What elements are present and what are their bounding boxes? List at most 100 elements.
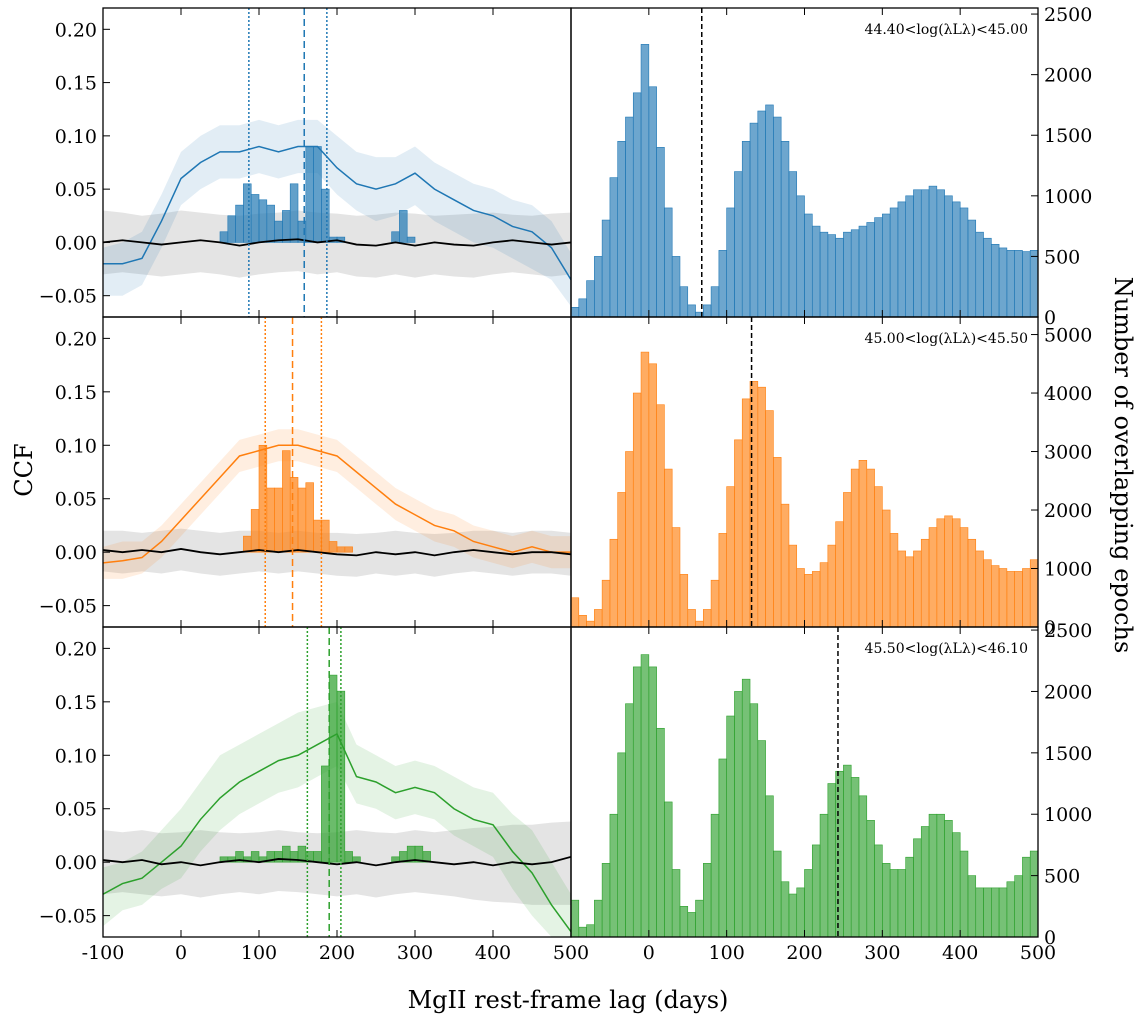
y-tick-label: 0.15 <box>55 692 97 714</box>
histogram-bar <box>250 509 260 553</box>
histogram-bar <box>905 556 914 627</box>
histogram-bar <box>975 231 984 317</box>
histogram-bar <box>928 813 938 937</box>
histogram-bar <box>726 715 735 937</box>
histogram-bar <box>313 851 322 863</box>
histogram-bar <box>889 533 899 627</box>
histogram-bar <box>990 887 1000 937</box>
histogram-bar <box>258 199 268 243</box>
histogram-bar <box>632 92 642 317</box>
histogram-bar <box>571 307 580 317</box>
histogram-bar <box>913 550 922 627</box>
histogram-bar <box>297 487 307 553</box>
histogram-bar <box>866 820 875 937</box>
y-tick-label: 0 <box>1044 927 1056 949</box>
histogram-bar <box>983 887 992 937</box>
histogram-bar <box>274 220 283 243</box>
histogram-bar <box>594 609 603 627</box>
histogram-bar <box>1014 571 1023 627</box>
x-tick-label: 400 <box>475 942 511 964</box>
ccf-line <box>103 732 571 933</box>
histogram-bar <box>905 195 914 317</box>
histogram-bar <box>578 298 587 317</box>
histogram-bar <box>975 550 984 627</box>
histogram-bar <box>718 758 727 937</box>
histogram-bar <box>741 398 751 627</box>
histogram-bar <box>1014 250 1023 317</box>
histogram-bar <box>928 527 938 627</box>
histogram-bar <box>679 574 689 627</box>
histogram-bar <box>773 116 782 317</box>
histogram-bar <box>897 550 906 627</box>
histogram-bar <box>671 527 681 627</box>
x-tick-label: -100 <box>82 942 125 964</box>
y-tick-label: 0.10 <box>55 126 97 148</box>
histogram-bar <box>780 140 790 317</box>
histogram-bar <box>804 574 813 627</box>
y-tick-label: 0.00 <box>55 542 97 564</box>
x-tick-label: 200 <box>319 942 355 964</box>
histogram-bar <box>235 204 244 243</box>
histogram-bar <box>625 116 634 317</box>
histogram-bar <box>920 826 930 937</box>
plot-area <box>103 674 571 937</box>
histogram-bar <box>703 609 712 627</box>
y-tick-label: 1000 <box>1044 559 1092 581</box>
histogram-bar <box>1006 881 1015 937</box>
histogram-bar <box>406 236 416 243</box>
confidence-band <box>103 701 571 937</box>
histogram-bar <box>928 185 938 317</box>
histogram-bar <box>274 487 283 553</box>
ccf-line <box>103 444 571 564</box>
histogram-bar <box>920 538 930 627</box>
histogram-bar <box>998 568 1008 627</box>
histogram-bar <box>804 869 813 937</box>
histogram-bar <box>765 104 774 317</box>
histogram-bar <box>858 795 868 937</box>
y-tick-label: 0.20 <box>55 638 97 660</box>
histogram-bar <box>664 468 673 627</box>
y-tick-label: 0.05 <box>55 179 97 201</box>
histogram-bar <box>305 146 314 243</box>
histogram-bar <box>741 140 751 317</box>
y2-axis-label: Number of overlapping epochs <box>1109 277 1137 654</box>
histogram-bar <box>1022 251 1031 317</box>
annotation: 44.40<log(λLλ)<45.00 <box>865 22 1028 38</box>
histogram-bar <box>827 544 836 627</box>
histogram-bar <box>952 832 961 937</box>
x-tick-label: 100 <box>241 942 277 964</box>
ccf-line <box>103 145 571 281</box>
histogram-bar <box>1029 250 1038 317</box>
y-tick-label: 2500 <box>1044 4 1092 26</box>
histogram-bar <box>897 201 906 317</box>
histogram-bar <box>305 482 314 553</box>
histogram-bar <box>835 521 844 627</box>
histogram-bar <box>266 487 275 553</box>
x-tick-label: 500 <box>1020 942 1056 964</box>
histogram-bar <box>882 863 891 937</box>
histogram-bar <box>640 351 650 627</box>
histogram-bar <box>640 654 650 937</box>
histogram-bar <box>952 518 961 627</box>
y-tick-label: 0 <box>1044 617 1056 639</box>
histogram-bar <box>695 620 704 627</box>
histogram-bar <box>617 140 626 317</box>
histogram-bar <box>601 219 611 317</box>
histogram-bar <box>336 546 346 553</box>
confidence-band <box>103 119 571 307</box>
histogram-bar <box>897 869 906 937</box>
histogram-bar <box>703 304 712 317</box>
histogram-bar <box>819 813 829 937</box>
histogram-bar <box>344 851 353 863</box>
histogram-bar <box>671 869 681 937</box>
histogram-bar <box>780 503 790 627</box>
histogram-bar <box>571 597 580 627</box>
histogram-bar <box>788 544 798 627</box>
histogram-bar <box>243 183 252 243</box>
histogram-bar <box>936 518 945 627</box>
y-tick-label: 2500 <box>1044 620 1092 642</box>
y-tick-label: −0.05 <box>39 286 97 308</box>
histogram-bar <box>889 207 899 317</box>
x-tick-label: 0 <box>643 942 655 964</box>
